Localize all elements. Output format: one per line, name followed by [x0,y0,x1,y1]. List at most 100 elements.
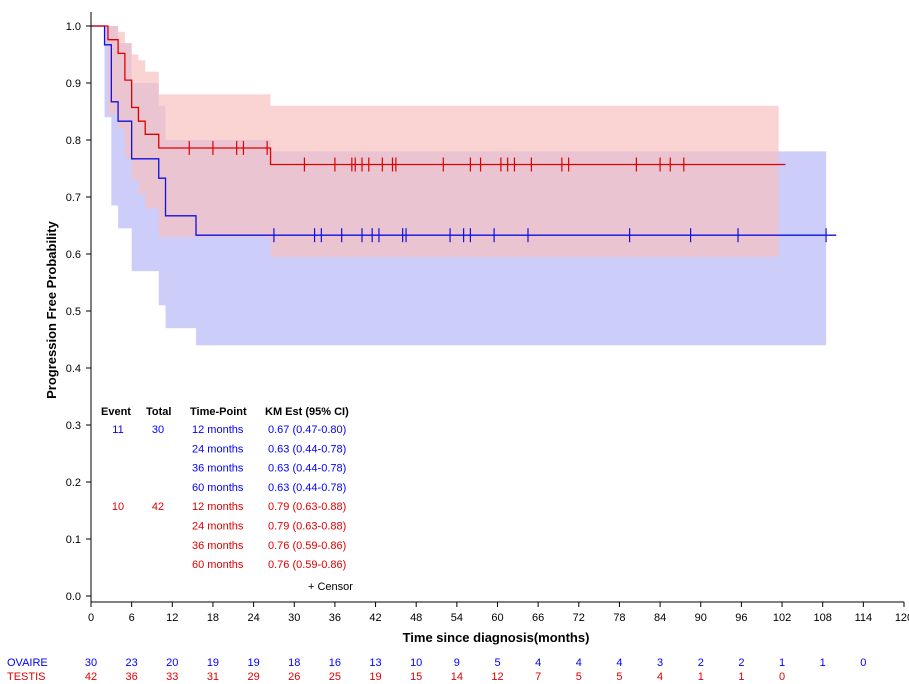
risk-count: 15 [410,671,422,683]
x-tick-label: 108 [814,612,832,624]
risk-count: 9 [454,657,460,669]
x-tick-label: 36 [329,612,341,624]
risk-count: 1 [698,671,704,683]
risk-count: 4 [616,657,622,669]
km-estimate: 0.63 (0.44-0.78) [268,482,346,494]
x-tick-label: 102 [773,612,791,624]
risk-count: 4 [576,657,582,669]
x-axis-label: Time since diagnosis(months) [403,630,590,645]
x-tick-label: 72 [573,612,585,624]
y-tick-label: 0.2 [66,477,81,489]
km-time-point: 60 months [192,482,244,494]
km-time-point: 24 months [192,443,244,455]
x-tick-label: 24 [247,612,259,624]
x-tick-label: 114 [855,612,873,624]
x-tick-label: 6 [129,612,135,624]
risk-count: 5 [616,671,622,683]
y-tick-label: 0.4 [66,363,81,375]
km-table-header: Event [101,406,131,418]
censor-legend-label: + Censor [308,581,353,593]
km-time-point: 36 months [192,463,244,475]
risk-count: 33 [166,671,178,683]
x-tick-label: 30 [288,612,300,624]
x-tick-label: 54 [451,612,463,624]
risk-count: 30 [85,657,97,669]
km-estimate: 0.63 (0.44-0.78) [268,463,346,475]
risk-count: 19 [247,657,259,669]
x-tick-label: 0 [88,612,94,624]
risk-count: 7 [535,671,541,683]
x-tick-label: 84 [654,612,666,624]
x-tick-label: 12 [166,612,178,624]
risk-count: 5 [576,671,582,683]
number-at-risk-table: OVAIRE 30 23 20 19 19 18 16 13 10 9 5 4 4 4 3 2 2 1 1 0TESTI… [7,657,866,683]
risk-count: 2 [698,657,704,669]
km-estimate: 0.76 (0.59-0.86) [268,540,346,552]
y-tick-label: 0.5 [66,306,81,318]
km-table-header: Time-Point [190,406,247,418]
y-tick-label: 1.0 [66,21,81,33]
risk-count: 13 [369,657,381,669]
km-table-header: Total [146,406,171,418]
km-total-count: 42 [152,501,164,513]
km-estimate: 0.79 (0.63-0.88) [268,501,346,513]
risk-count: 4 [535,657,541,669]
x-tick-label: 42 [369,612,381,624]
risk-count: 14 [451,671,463,683]
y-tick-label: 0.0 [66,591,81,603]
km-event-count: 10 [112,501,124,513]
km-table-header: KM Est (95% CI) [265,406,349,418]
km-estimate-table: Event Total Time-Point KM Est (95% CI) 11 30 1… [101,406,349,571]
survival-line-ovaire [91,25,837,236]
x-tick-label: 78 [613,612,625,624]
risk-count: 5 [494,657,500,669]
risk-count: 42 [85,671,97,683]
risk-count: 18 [288,657,300,669]
risk-count: 19 [207,657,219,669]
ci-band-testis [107,26,779,257]
y-tick-label: 0.9 [66,78,81,90]
km-estimate: 0.63 (0.44-0.78) [268,443,346,455]
risk-count: 29 [247,671,259,683]
risk-count: 1 [820,657,826,669]
y-tick-label: 0.6 [66,249,81,261]
risk-count: 0 [860,657,866,669]
y-tick-label: 0.8 [66,135,81,147]
km-time-point: 24 months [192,521,244,533]
km-event-count: 11 [112,424,123,436]
risk-count: 4 [657,671,663,683]
km-time-point: 12 months [192,424,244,436]
risk-count: 26 [288,671,300,683]
km-estimate: 0.79 (0.63-0.88) [268,521,346,533]
x-tick-label: 18 [207,612,219,624]
y-tick-label: 0.7 [66,192,81,204]
risk-count: 3 [657,657,663,669]
km-time-point: 12 months [192,501,244,513]
y-tick-label: 0.1 [66,534,81,546]
confidence-bands [104,26,827,346]
risk-count: 2 [738,657,744,669]
x-tick-label: 96 [735,612,747,624]
risk-count: 19 [369,671,381,683]
risk-row-label: TESTIS [7,671,46,683]
risk-count: 16 [329,657,341,669]
km-time-point: 36 months [192,540,244,552]
km-estimate: 0.76 (0.59-0.86) [268,559,346,571]
km-total-count: 30 [152,424,164,436]
risk-count: 20 [166,657,178,669]
km-time-point: 60 months [192,559,244,571]
risk-count: 31 [207,671,219,683]
risk-count: 0 [779,671,785,683]
risk-count: 1 [738,671,744,683]
axes: 0.0 0.1 0.2 0.3 0.4 0.5 0.6 0.7 0.8 0.9 1.0 0 6 12 18 2… [66,12,909,624]
km-estimate: 0.67 (0.47-0.80) [268,424,346,436]
risk-count: 1 [779,657,785,669]
risk-count: 25 [329,671,341,683]
risk-count: 12 [491,671,503,683]
x-tick-label: 120 [895,612,909,624]
survival-line-testis [91,25,786,166]
x-tick-label: 60 [491,612,503,624]
risk-count: 36 [126,671,138,683]
x-tick-label: 90 [695,612,707,624]
